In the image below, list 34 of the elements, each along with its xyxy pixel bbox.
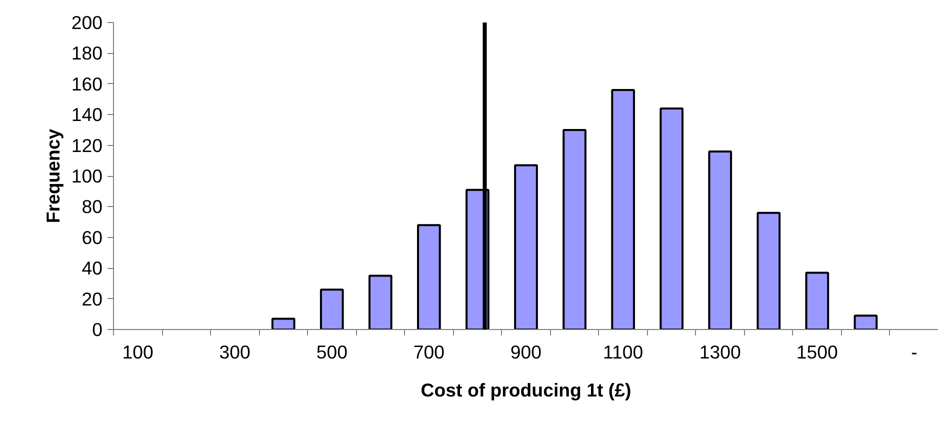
y-tick-label: 20 (82, 288, 103, 310)
y-axis-title: Frequency (42, 128, 64, 224)
x-tick-label: 500 (316, 342, 348, 362)
y-tick-label: 100 (71, 166, 103, 186)
x-tick-label: 900 (510, 342, 542, 362)
x-axis-title: Cost of producing 1t (£) (420, 380, 632, 400)
y-tick-label: 200 (71, 12, 103, 33)
bar (514, 164, 538, 330)
bar (756, 212, 781, 330)
x-tick-label: 100 (122, 342, 154, 362)
x-tick-label: 1300 (699, 342, 741, 362)
y-tick-label: 160 (71, 73, 103, 94)
y-tick-label: 120 (71, 134, 103, 156)
x-tick-label: 1100 (603, 342, 644, 362)
bar (805, 272, 830, 330)
bar (417, 224, 441, 330)
x-tick-label: 1500 (796, 342, 838, 362)
y-tick-label: 60 (82, 226, 103, 248)
y-tick-label: 180 (71, 42, 103, 64)
bar (854, 314, 878, 330)
x-tick-label: - (911, 342, 918, 362)
bar (562, 128, 586, 330)
x-tick-label: 300 (219, 342, 250, 362)
y-tick-label: 0 (92, 319, 103, 340)
x-tick-label: 700 (413, 342, 445, 362)
y-tick-label: 80 (82, 196, 103, 218)
bar (660, 107, 684, 330)
bar (320, 288, 344, 330)
bar (368, 274, 392, 330)
bar (271, 318, 296, 330)
y-tick-label: 140 (71, 104, 103, 126)
y-tick-label: 40 (82, 258, 103, 279)
bar (708, 150, 732, 330)
bar (611, 89, 635, 330)
